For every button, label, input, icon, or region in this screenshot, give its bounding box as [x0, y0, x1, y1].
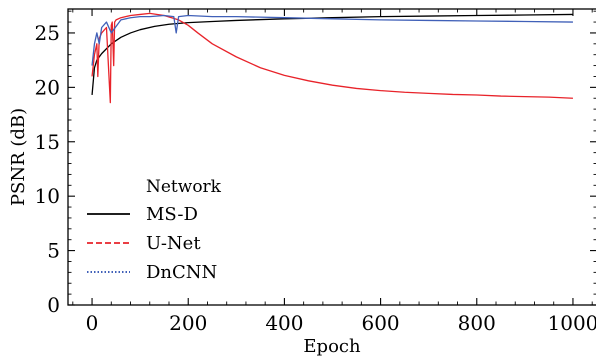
- x-tick-label: 800: [458, 311, 496, 335]
- series-line-dncnn: [91, 14, 573, 66]
- series-line-u-net: [91, 12, 573, 104]
- tick-labels: 0 200 400 600 800 1000 0 5 10 15 20 25: [35, 21, 596, 335]
- y-tick-label: 20: [35, 75, 60, 99]
- y-tick-label: 15: [35, 130, 60, 154]
- legend-label-msd: MS-D: [146, 204, 198, 225]
- plot-frame: [67, 8, 596, 306]
- x-tick-label: 600: [361, 311, 399, 335]
- y-axis-label: PSNR (dB): [8, 108, 29, 206]
- series-line-ms-d: [91, 13, 573, 96]
- legend-title: Network: [146, 177, 222, 197]
- y-tick-label: 25: [35, 21, 60, 45]
- legend-label-dncnn: DnCNN: [146, 262, 217, 283]
- x-tick-label: 400: [265, 311, 303, 335]
- series-lines: [91, 12, 573, 104]
- x-tick-label: 200: [169, 311, 207, 335]
- x-tick-label: 1000: [548, 311, 596, 335]
- y-tick-label: 0: [47, 293, 60, 317]
- legend-label-unet: U-Net: [146, 233, 201, 254]
- x-tick-label: 0: [86, 311, 99, 335]
- y-tick-label: 10: [35, 184, 60, 208]
- axis-ticks: [68, 9, 596, 306]
- y-tick-label: 5: [47, 239, 60, 263]
- x-axis-label: Epoch: [303, 336, 361, 357]
- legend: Network MS-D U-Net DnCNN: [87, 177, 222, 283]
